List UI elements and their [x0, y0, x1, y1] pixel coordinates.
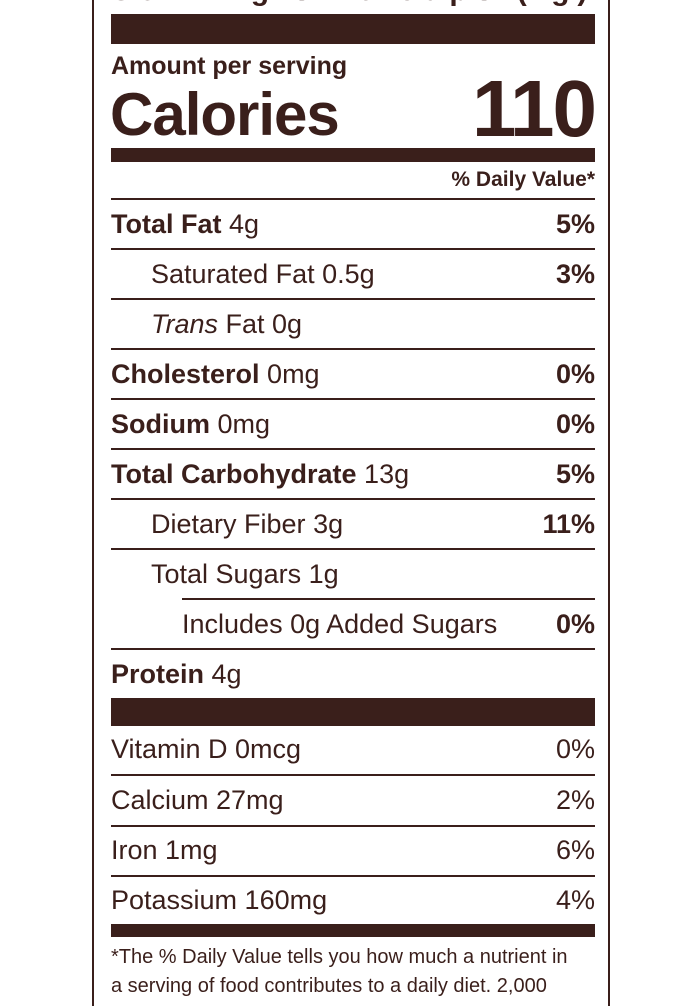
vitamin-label: Iron 1mg — [111, 835, 218, 865]
nutrient-amount: Fat 0g — [225, 309, 303, 339]
divider — [111, 648, 595, 650]
footnote-line: *The % Daily Value tells you how much a … — [111, 946, 568, 968]
vitamin-row-potassium: Potassium 160mg 4% — [111, 875, 595, 925]
thick-rule-top — [111, 14, 595, 44]
thick-rule-protein — [111, 698, 595, 726]
serving-size-cutoff: Serving size cups ( g) — [111, 0, 595, 8]
nutrient-name: Trans — [151, 309, 219, 339]
nutrient-amount: 1g — [308, 559, 339, 589]
nutrient-row-protein: Protein 4g — [111, 650, 595, 698]
vitamin-row-iron: Iron 1mg 6% — [111, 825, 595, 875]
nutrient-amount: 13g — [364, 459, 410, 489]
footnote-line: a serving of food contributes to a daily… — [111, 975, 547, 997]
vitamin-row-vitamin-d: Vitamin D 0mcg 0% — [111, 724, 595, 774]
vitamin-label: Vitamin D 0mcg — [111, 734, 302, 764]
divider — [111, 298, 595, 300]
nutrient-name: Protein — [111, 659, 205, 689]
nutrient-dv: 5% — [555, 209, 595, 239]
nutrient-row-saturated-fat: Saturated Fat 0.5g 3% — [111, 250, 595, 298]
nutrient-amount: 4g — [211, 659, 242, 689]
nutrient-row-cholesterol: Cholesterol 0mg 0% — [111, 350, 595, 398]
nutrient-dv: 5% — [555, 459, 595, 489]
divider — [111, 774, 595, 776]
nutrient-row-total-fat: Total Fat 4g 5% — [111, 200, 595, 248]
nutrient-dv: 0% — [555, 609, 595, 639]
vitamin-row-calcium: Calcium 27mg 2% — [111, 775, 595, 825]
divider — [111, 398, 595, 400]
thick-rule-calories — [111, 148, 595, 162]
nutrient-name: Dietary Fiber — [151, 509, 306, 539]
nutrient-dv: 0% — [555, 359, 595, 389]
nutrient-amount: 0.5g — [322, 259, 375, 289]
thick-rule-footer — [111, 924, 595, 937]
nutrient-row-dietary-fiber: Dietary Fiber 3g 11% — [111, 500, 595, 548]
nutrient-amount: 0mg — [217, 409, 271, 439]
vitamin-dv: 6% — [555, 835, 595, 865]
divider — [111, 498, 595, 500]
divider — [111, 348, 595, 350]
nutrient-name: Total Sugars — [151, 559, 302, 589]
nutrient-row-trans-fat: Trans Fat 0g — [111, 300, 595, 348]
nutrition-label-frame — [92, 0, 610, 1006]
nutrient-dv: 3% — [555, 259, 595, 289]
divider — [111, 448, 595, 450]
nutrient-row-total-sugars: Total Sugars 1g — [111, 550, 595, 598]
nutrient-name: Sodium — [111, 409, 210, 439]
calories-value: 110 — [471, 64, 597, 153]
nutrient-row-sodium: Sodium 0mg 0% — [111, 400, 595, 448]
nutrient-dv: 0% — [555, 409, 595, 439]
daily-value-header: % Daily Value* — [451, 168, 595, 191]
divider — [111, 248, 595, 250]
vitamin-label: Calcium 27mg — [111, 785, 284, 815]
divider — [111, 198, 595, 200]
nutrient-amount: 3g — [313, 509, 344, 539]
vitamin-label: Potassium 160mg — [111, 885, 328, 915]
divider-indented — [182, 598, 595, 600]
nutrient-name: Saturated Fat — [151, 259, 315, 289]
divider — [111, 548, 595, 550]
nutrient-row-added-sugars: Includes 0g Added Sugars 0% — [111, 600, 595, 648]
divider — [111, 825, 595, 827]
divider — [111, 875, 595, 877]
vitamin-dv: 0% — [555, 734, 595, 764]
amount-per-serving: Amount per serving — [111, 52, 348, 80]
nutrient-name: Total Fat — [111, 209, 222, 239]
nutrient-name: Includes 0g Added Sugars — [182, 609, 498, 639]
nutrient-row-total-carbohydrate: Total Carbohydrate 13g 5% — [111, 450, 595, 498]
vitamin-dv: 2% — [555, 785, 595, 815]
nutrient-amount: 4g — [229, 209, 260, 239]
nutrient-name: Total Carbohydrate — [111, 459, 357, 489]
calories-label: Calories — [110, 81, 340, 148]
nutrient-name: Cholesterol — [111, 359, 260, 389]
nutrient-dv: 11% — [542, 509, 595, 539]
vitamin-dv: 4% — [555, 885, 595, 915]
nutrient-amount: 0mg — [267, 359, 320, 389]
footnote: *The % Daily Value tells you how much a … — [111, 943, 601, 1001]
